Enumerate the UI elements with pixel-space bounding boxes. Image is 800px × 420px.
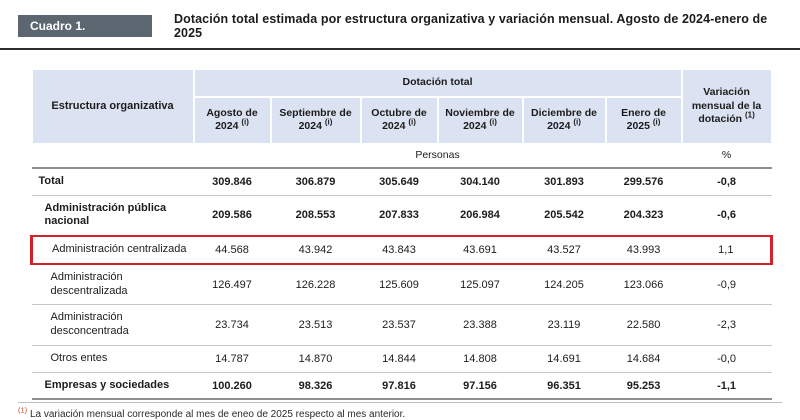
row-label: Administración centralizada [30, 235, 194, 265]
cell-variation: -0,6 [681, 195, 772, 237]
header-row-months: Agosto de 2024 (i) Septiembre de 2024 (i… [32, 95, 772, 145]
units-spacer [31, 143, 194, 169]
col-header-octubre: Octubre de 2024 (i) [359, 95, 439, 145]
row-label: Administración descentralizada [31, 263, 194, 306]
month-sup: (i) [489, 117, 497, 127]
row-label: Total [31, 167, 194, 196]
bottom-divider [18, 402, 782, 403]
cell-value: 43.843 [360, 235, 438, 265]
cell-value: 14.808 [437, 345, 523, 373]
cell-value: 23.119 [522, 304, 606, 346]
footnote-marker: (1) [18, 406, 28, 416]
cell-value: 95.253 [605, 372, 682, 401]
table-row-admin-centralizada-highlighted: Administración centralizada 44.568 43.94… [30, 235, 774, 265]
cell-value: 124.205 [522, 263, 606, 306]
dotacion-table: Estructura organizativa Dotación total V… [30, 68, 774, 401]
row-label: Administración pública nacional [31, 195, 194, 237]
cell-value: 14.787 [193, 345, 271, 373]
col-header-enero: Enero de 2025 (i) [604, 95, 683, 145]
cell-value: 44.568 [193, 235, 271, 265]
cell-variation: -2,3 [681, 304, 772, 346]
col-header-septiembre: Septiembre de 2024 (i) [269, 95, 362, 145]
cell-value: 299.576 [605, 167, 682, 196]
cell-value: 100.260 [193, 372, 271, 401]
cell-variation: -0,8 [681, 167, 772, 196]
cell-value: 23.537 [360, 304, 438, 346]
header-row-group: Estructura organizativa Dotación total V… [30, 68, 773, 145]
col-header-noviembre: Noviembre de 2024 (i) [436, 95, 524, 145]
page-title: Dotación total estimada por estructura o… [174, 12, 768, 40]
cell-value: 304.140 [437, 167, 523, 196]
footnote-text: La variación mensual corresponde al mes … [29, 409, 406, 420]
month-sup: (i) [241, 117, 249, 127]
col-group-dotacion-total: Dotación total [192, 68, 683, 98]
cell-variation: 1,1 [681, 235, 774, 265]
cell-value: 43.691 [437, 235, 523, 265]
month-sup: (i) [652, 117, 661, 127]
cell-value: 97.816 [360, 372, 438, 401]
units-personas: Personas [193, 143, 682, 169]
cell-value: 43.993 [605, 235, 682, 265]
cell-value: 301.893 [522, 167, 606, 196]
cell-value: 204.323 [605, 195, 682, 237]
table-row-otros-entes: Otros entes 14.787 14.870 14.844 14.808 … [31, 345, 772, 373]
cell-variation: -0,9 [681, 263, 772, 306]
cell-value: 14.870 [270, 345, 361, 373]
col-header-variacion: Variación mensual de la dotación (1) [680, 68, 773, 145]
cell-value: 309.846 [193, 167, 271, 196]
row-label: Empresas y sociedades [31, 372, 194, 401]
col-header-agosto: Agosto de 2024 (i) [192, 95, 272, 145]
cell-value: 306.879 [270, 167, 361, 196]
month-sup: (i) [408, 117, 416, 127]
units-row: Personas % [31, 143, 772, 169]
cell-value: 14.691 [522, 345, 606, 373]
row-label: Administración desconcentrada [31, 304, 194, 346]
col-header-estructura: Estructura organizativa [30, 68, 195, 145]
cell-value: 125.097 [437, 263, 523, 306]
cell-value: 125.609 [360, 263, 438, 306]
cell-value: 206.984 [437, 195, 523, 237]
cell-value: 23.734 [193, 304, 271, 346]
cell-value: 208.553 [270, 195, 361, 237]
cell-value: 43.527 [522, 235, 606, 265]
cell-value: 123.066 [605, 263, 682, 306]
table-container: Estructura organizativa Dotación total V… [30, 68, 774, 401]
col-header-diciembre: Diciembre de 2024 (i) [521, 95, 607, 145]
cell-value: 96.351 [522, 372, 606, 401]
row-label: Otros entes [31, 345, 194, 373]
cell-value: 43.942 [270, 235, 361, 265]
cell-value: 305.649 [360, 167, 438, 196]
variacion-footnote-marker: (1) [745, 110, 755, 120]
table-row-admin-descentralizada: Administración descentralizada 126.497 1… [31, 263, 772, 306]
cell-value: 126.497 [193, 263, 271, 306]
table-header-bar: Cuadro 1. Dotación total estimada por es… [0, 0, 800, 50]
cell-value: 23.513 [270, 304, 361, 346]
cell-value: 14.844 [360, 345, 438, 373]
table-row-admin-desconcentrada: Administración desconcentrada 23.734 23.… [31, 304, 772, 346]
month-sup: (i) [324, 117, 333, 127]
cell-value: 97.156 [437, 372, 523, 401]
cell-value: 209.586 [193, 195, 271, 237]
cuadro-badge: Cuadro 1. [18, 15, 152, 37]
units-percent: % [681, 143, 772, 169]
cell-value: 23.388 [437, 304, 523, 346]
cell-variation: -1,1 [681, 372, 772, 401]
table-row-admin-publica-nacional: Administración pública nacional 209.586 … [31, 195, 772, 237]
table-row-total: Total 309.846 306.879 305.649 304.140 30… [31, 167, 772, 196]
cell-value: 205.542 [522, 195, 606, 237]
cell-value: 22.580 [605, 304, 682, 346]
cell-value: 14.684 [605, 345, 682, 373]
cell-value: 126.228 [270, 263, 361, 306]
footnote: (1) La variación mensual corresponde al … [18, 406, 782, 420]
cell-variation: -0,0 [681, 345, 772, 373]
variacion-label: Variación mensual de la dotación [691, 86, 762, 126]
table-row-empresas-sociedades: Empresas y sociedades 100.260 98.326 97.… [31, 372, 772, 401]
month-sup: (i) [573, 117, 581, 127]
cell-value: 98.326 [270, 372, 361, 401]
cell-value: 207.833 [360, 195, 438, 237]
